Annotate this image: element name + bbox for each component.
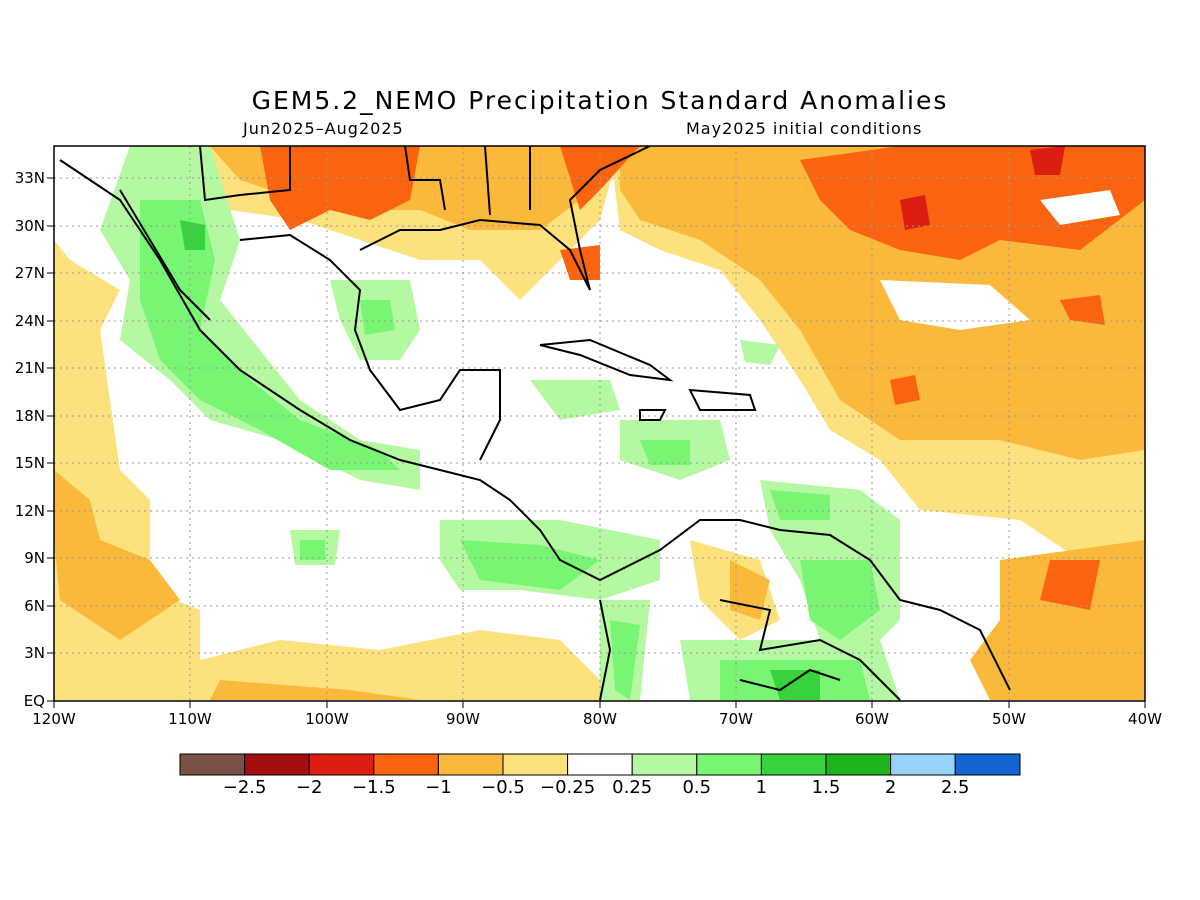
lon-label-60w: 60W: [855, 710, 889, 728]
lat-label-33n: 33N: [14, 169, 45, 187]
initial-conditions: May2025 initial conditions: [686, 119, 923, 138]
lon-label-50w: 50W: [992, 710, 1026, 728]
anomaly-field: [54, 146, 1145, 701]
lon-label-100w: 100W: [305, 710, 349, 728]
lat-label-18n: 18N: [14, 407, 45, 425]
colorbar-label: 0.25: [612, 777, 653, 798]
colorbar-label: −2: [295, 777, 323, 798]
colorbar-label: 0.5: [682, 777, 712, 798]
colorbar-swatch: [437, 753, 504, 776]
colorbar-swatch: [954, 753, 1021, 776]
axis-ticks: [47, 177, 1146, 708]
colorbar-swatch: [760, 753, 827, 776]
lat-label-3n: 3N: [24, 644, 45, 662]
graticule: [54, 146, 1145, 701]
map-title: GEM5.2_NEMO Precipitation Standard Anoma…: [251, 86, 949, 115]
colorbar-label: 2.5: [940, 777, 970, 798]
lat-label-eq: EQ: [23, 692, 45, 710]
colorbar-swatch: [567, 753, 633, 776]
colorbar-label: −1: [425, 777, 452, 798]
lat-label-21n: 21N: [14, 359, 45, 377]
lon-label-70w: 70W: [719, 710, 753, 728]
lat-label-15n: 15N: [14, 454, 45, 472]
colorbar-label: −2.5: [222, 777, 267, 798]
colorbar-swatch: [244, 753, 310, 776]
colorbar-label: 1.5: [811, 777, 841, 798]
lat-label-30n: 30N: [14, 217, 45, 235]
colorbar-label: −1.5: [351, 777, 396, 798]
colorbar: [179, 753, 1021, 776]
lat-label-27n: 27N: [14, 264, 45, 282]
colorbar-swatch: [696, 753, 762, 776]
colorbar-label: −0.5: [481, 777, 525, 798]
forecast-period: Jun2025–Aug2025: [243, 119, 404, 138]
lat-label-9n: 9N: [24, 549, 45, 567]
lon-label-80w: 80W: [583, 710, 617, 728]
lon-label-110w: 110W: [168, 710, 212, 728]
lat-label-12n: 12N: [14, 502, 45, 520]
lon-label-90w: 90W: [446, 710, 480, 728]
colorbar-swatch: [825, 753, 892, 776]
colorbar-swatch: [502, 753, 569, 776]
colorbar-swatch: [631, 753, 698, 776]
colorbar-swatch: [890, 753, 956, 776]
lat-label-6n: 6N: [24, 597, 45, 615]
lat-label-24n: 24N: [14, 312, 45, 330]
colorbar-swatch: [179, 753, 246, 776]
coastlines: [59, 146, 1011, 701]
colorbar-label: 2: [884, 777, 897, 798]
colorbar-swatch: [373, 753, 439, 776]
colorbar-label: 1: [755, 777, 768, 798]
lon-label-120w: 120W: [32, 710, 76, 728]
colorbar-label: −0.25: [540, 777, 596, 798]
colorbar-swatch: [308, 753, 375, 776]
lon-label-40w: 40W: [1128, 710, 1162, 728]
